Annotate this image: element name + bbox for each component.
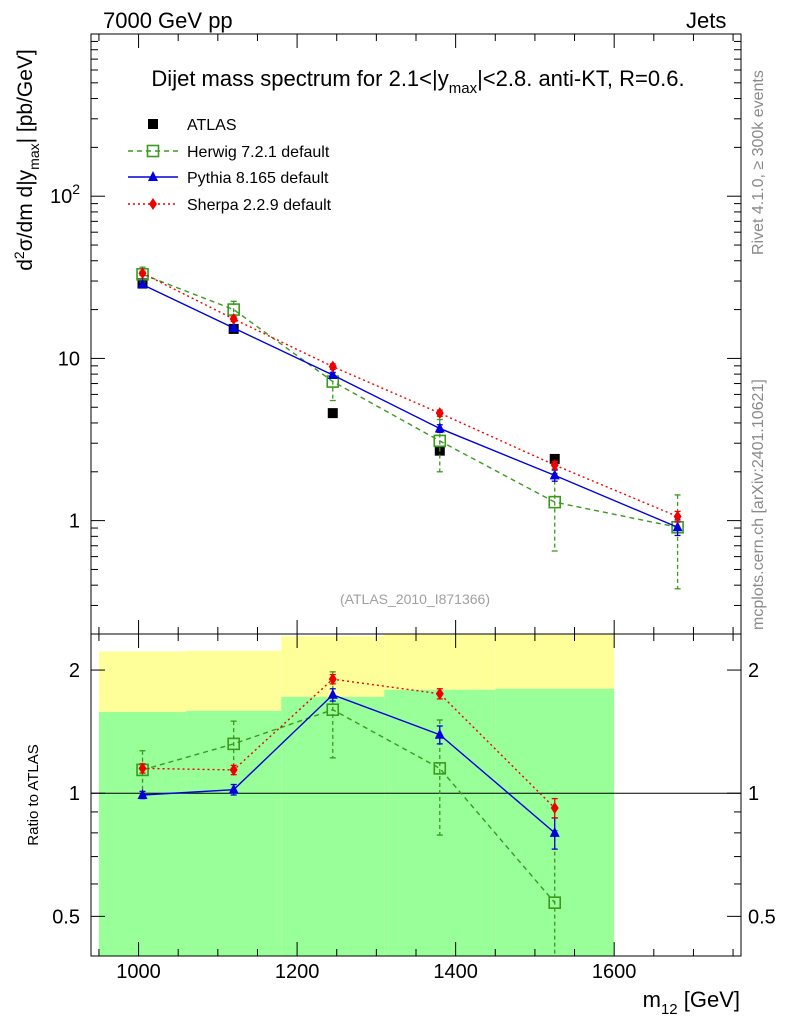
svg-text:Ratio to ATLAS: Ratio to ATLAS — [25, 744, 42, 845]
legend-item: Sherpa 2.2.9 default — [128, 197, 332, 214]
marker-diamond — [138, 267, 147, 280]
x-tick-label: 1200 — [275, 961, 320, 983]
ratio-uncertainty-bands — [98, 634, 615, 956]
x-axis-label: m12 [GeV] — [643, 987, 740, 1018]
marker-triangle — [228, 783, 239, 794]
marker-diamond — [138, 762, 147, 775]
marker-triangle — [434, 422, 445, 433]
legend-label: ATLAS — [187, 117, 237, 134]
marker-triangle — [327, 369, 338, 380]
marker-diamond — [328, 360, 337, 373]
series-sherpa — [138, 267, 682, 523]
marker-triangle — [327, 688, 338, 699]
y-tick-label-ratio-right: 0.5 — [748, 906, 776, 928]
series-pythia — [137, 278, 683, 537]
y-tick-label-ratio-left: 2 — [69, 660, 80, 682]
legend-item: Pythia 8.165 default — [128, 170, 329, 187]
header-energy-label: 7000 GeV pp — [103, 8, 233, 33]
series-line — [142, 273, 678, 528]
svg-text:d2σ/dm d|ymax| [pb/GeV]: d2σ/dm d|ymax| [pb/GeV] — [11, 49, 42, 271]
marker-open-square — [433, 434, 447, 448]
y-tick-label-top: 102 — [50, 181, 80, 208]
marker-diamond — [673, 510, 682, 523]
mcplots-label: mcplots.cern.ch [arXiv:2401.10621] — [750, 379, 767, 630]
series-line — [142, 272, 678, 518]
band-green-bin — [186, 710, 282, 956]
marker-open-square — [548, 495, 562, 509]
x-tick-label: 1400 — [433, 961, 478, 983]
axis-tick-labels: 1000 1200 1400 1600 1 10 102 0.5 0.5 1 1 2 2 — [50, 181, 776, 983]
legend-label: Herwig 7.2.1 default — [187, 144, 330, 161]
y-tick-label-ratio-left: 1 — [69, 783, 80, 805]
marker-diamond — [435, 407, 444, 420]
marker-open-square — [227, 737, 240, 751]
marker-diamond — [550, 802, 559, 815]
legend-item: ATLAS — [148, 117, 237, 134]
marker-triangle — [148, 171, 158, 181]
marker-open-square — [146, 144, 160, 158]
series-line — [142, 284, 678, 528]
y-axis-label-top: d2σ/dm d|ymax| [pb/GeV] — [11, 49, 42, 271]
rivet-version-label: Rivet 4.1.0, ≥ 300k events — [750, 70, 767, 255]
ratio-series-pythia — [137, 688, 560, 850]
marker-open-square — [326, 703, 340, 717]
y-tick-label-top: 10 — [58, 348, 80, 370]
marker-diamond — [328, 673, 337, 686]
marker-diamond — [435, 687, 444, 700]
y-tick-label-ratio-right: 1 — [748, 783, 759, 805]
band-green-bin — [98, 711, 187, 956]
axis-ticks — [91, 34, 741, 956]
marker-diamond — [550, 459, 559, 472]
legend: ATLAS Herwig 7.2.1 default Pythia 8.165 de… — [128, 117, 332, 214]
marker-diamond — [229, 763, 238, 776]
marker-triangle — [549, 469, 560, 480]
marker-square — [148, 119, 158, 129]
legend-label: Pythia 8.165 default — [187, 170, 329, 187]
y-tick-label-ratio-right: 2 — [748, 660, 759, 682]
marker-triangle — [137, 788, 148, 799]
legend-label: Sherpa 2.2.9 default — [187, 197, 332, 214]
band-green-bin — [281, 696, 385, 956]
marker-diamond — [229, 312, 238, 325]
marker-triangle — [672, 521, 683, 532]
plot-title: Dijet mass spectrum for 2.1<|ymax|<2.8. … — [151, 66, 684, 97]
analysis-id: (ATLAS_2010_I871366) — [340, 591, 490, 607]
top-panel-series — [136, 266, 684, 590]
marker-open-square — [548, 896, 562, 909]
marker-square — [327, 408, 338, 419]
marker-open-square — [433, 762, 447, 775]
header-jets-label: Jets — [686, 8, 727, 33]
y-axis-label-ratio: Ratio to ATLAS — [25, 744, 42, 845]
series-herwig — [136, 266, 684, 590]
x-tick-label: 1000 — [116, 961, 161, 983]
x-tick-label: 1600 — [592, 961, 637, 983]
series-atlas — [137, 278, 560, 464]
y-tick-label-ratio-left: 0.5 — [52, 906, 80, 928]
legend-item: Herwig 7.2.1 default — [128, 144, 330, 161]
y-tick-label-top: 1 — [69, 511, 80, 533]
marker-triangle — [228, 321, 239, 332]
marker-triangle — [549, 826, 560, 837]
ratio-series-sherpa — [138, 673, 559, 819]
marker-triangle — [434, 728, 445, 739]
marker-diamond — [149, 198, 157, 210]
marker-square — [549, 453, 560, 464]
marker-triangle — [137, 278, 148, 289]
ratio-panel-series — [136, 671, 562, 956]
